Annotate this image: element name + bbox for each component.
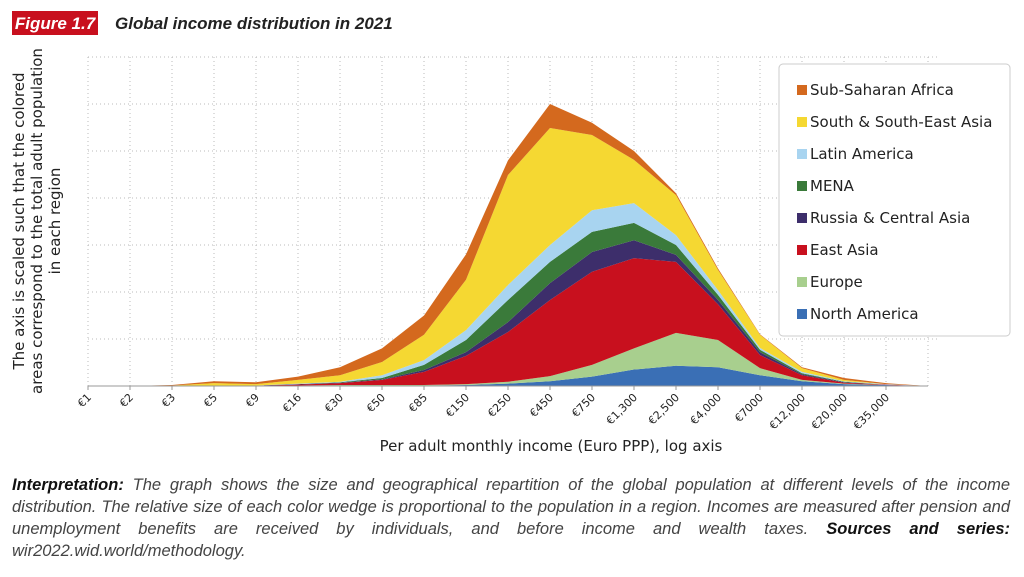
legend-label: Europe <box>810 273 863 291</box>
legend-swatch <box>797 277 807 287</box>
interpretation: Interpretation: The graph shows the size… <box>12 474 1010 562</box>
x-tick-label: €3 <box>159 391 178 410</box>
legend-box <box>778 63 1011 337</box>
x-tick-label: €5 <box>201 391 220 410</box>
legend-swatch <box>797 85 807 95</box>
area <box>88 104 928 386</box>
legend-swatch <box>797 213 807 223</box>
x-tick-label: €9 <box>243 391 262 410</box>
area <box>88 222 928 386</box>
x-tick-label: €7000 <box>732 391 766 425</box>
sources-text: wir2022.wid.world/methodology. <box>12 542 246 560</box>
x-tick-label: €50 <box>364 391 388 415</box>
chart: Figure 1.7 Global income distribution in… <box>10 11 1011 455</box>
legend-swatch <box>797 181 807 191</box>
area <box>88 332 928 386</box>
x-tick-label: €16 <box>280 391 304 415</box>
x-tick-label: €20,000 <box>809 391 850 432</box>
y-axis-label: The axis is scaled such that the colored <box>10 73 28 371</box>
x-tick-label: €750 <box>569 391 598 420</box>
x-tick-label: €1,300 <box>604 391 640 427</box>
x-tick-label: €1 <box>75 391 94 410</box>
chart-title: Global income distribution in 2021 <box>115 14 393 33</box>
y-axis-label: in each region <box>46 168 64 275</box>
legend-swatch <box>797 149 807 159</box>
legend-swatch <box>797 309 807 319</box>
y-axis-label: areas correspond to the total adult popu… <box>28 48 46 394</box>
x-tick-label: €150 <box>443 391 472 420</box>
x-tick-label: €2 <box>117 391 136 410</box>
area <box>88 203 928 386</box>
legend-label: MENA <box>810 177 855 195</box>
legend-label: Sub-Saharan Africa <box>810 81 954 99</box>
figure-label-box <box>12 11 98 35</box>
interpretation-text: The graph shows the size and geographica… <box>12 476 1010 538</box>
legend-swatch <box>797 245 807 255</box>
x-tick-label: €250 <box>485 391 514 420</box>
legend-label: Russia & Central Asia <box>810 209 970 227</box>
x-tick-label: €35,000 <box>851 391 892 432</box>
x-tick-label: €2,500 <box>646 391 682 427</box>
legend-label: East Asia <box>810 241 879 259</box>
figure-label: Figure 1.7 <box>15 14 97 33</box>
x-tick-label: €450 <box>527 391 556 420</box>
legend-label: Latin America <box>810 145 914 163</box>
area <box>88 127 928 386</box>
area <box>88 365 928 386</box>
legend-label: South & South-East Asia <box>810 113 992 131</box>
x-tick-label: €30 <box>322 391 346 415</box>
legend-label: North America <box>810 305 919 323</box>
x-tick-label: €85 <box>406 391 430 415</box>
interpretation-label: Interpretation: <box>12 476 124 494</box>
sources-label: Sources and series: <box>826 520 1010 538</box>
x-tick-label: €12,000 <box>767 391 808 432</box>
x-axis-label: Per adult monthly income (Euro PPP), log… <box>380 437 723 455</box>
x-tick-label: €4,000 <box>688 391 724 427</box>
area <box>88 258 928 386</box>
legend-swatch <box>797 117 807 127</box>
